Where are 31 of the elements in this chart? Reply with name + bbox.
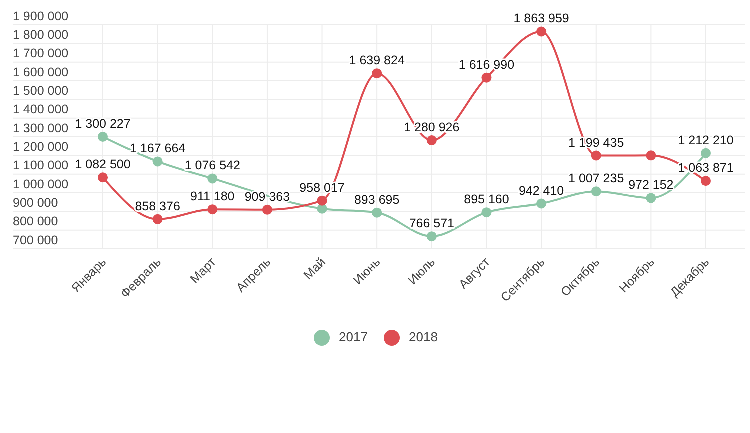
y-tick-label: 900 000 [13, 196, 58, 210]
y-tick-label: 1 100 000 [13, 158, 69, 173]
legend-label: 2018 [409, 329, 438, 344]
data-label: 766 571 [409, 216, 455, 231]
data-label: 1 167 664 [130, 142, 186, 156]
legend-label: 2017 [339, 329, 368, 344]
data-label: 858 376 [135, 199, 180, 214]
data-label: 893 695 [354, 192, 400, 207]
y-tick-label: 700 000 [13, 233, 58, 248]
y-tick-label: 1 900 000 [13, 9, 69, 24]
data-label: 911 180 [190, 190, 235, 204]
y-tick-label: 1 600 000 [13, 65, 69, 80]
y-tick-label: 1 300 000 [13, 121, 69, 136]
data-label: 1 082 500 [75, 158, 131, 172]
data-label: 1 300 227 [75, 116, 131, 131]
y-tick-label: 1 800 000 [13, 28, 69, 42]
data-label: 1 007 235 [568, 172, 624, 186]
data-label: 1 076 542 [184, 158, 240, 173]
y-tick-label: 1 000 000 [13, 177, 69, 192]
y-tick-label: 800 000 [13, 214, 58, 229]
y-tick-label: 1 700 000 [13, 46, 69, 61]
data-label: 942 410 [518, 184, 564, 198]
data-label: 1 639 824 [349, 54, 405, 68]
y-tick-label: 1 200 000 [13, 140, 69, 154]
y-tick-label: 1 500 000 [13, 84, 69, 98]
y-tick-label: 1 400 000 [13, 102, 69, 117]
data-label: 895 160 [464, 192, 510, 207]
data-label: 909 363 [244, 190, 290, 204]
data-label: 972 152 [628, 178, 674, 192]
data-label: 1 212 210 [678, 133, 734, 148]
data-label: 1 863 959 [514, 12, 570, 26]
